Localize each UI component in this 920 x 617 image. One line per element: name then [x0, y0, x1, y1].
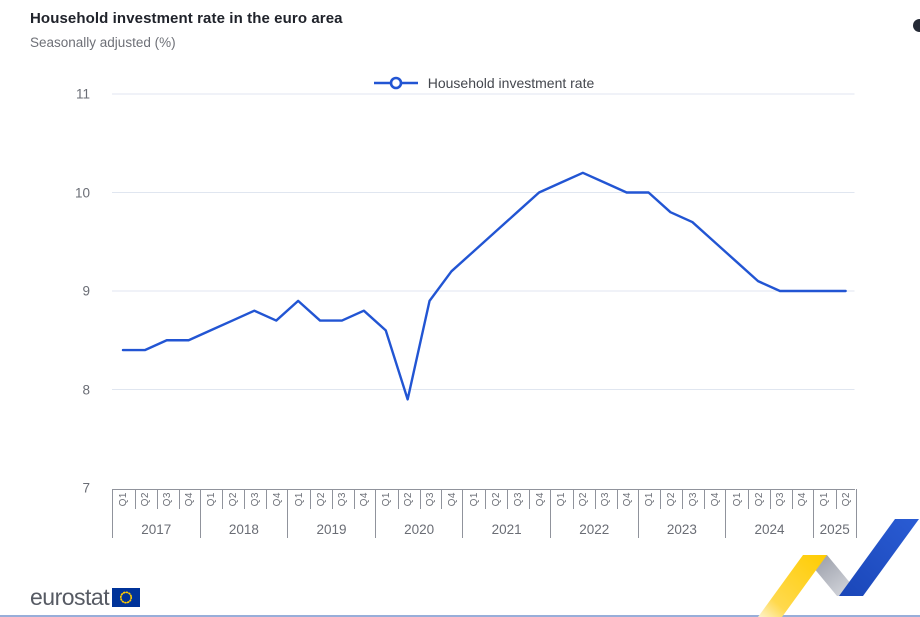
x-axis-year-group: Q1 Q2 Q3 Q4 2019: [287, 489, 375, 538]
x-axis-year-group: Q1 Q2 Q3 Q4 2017: [112, 489, 200, 538]
quarter-label: Q1: [556, 492, 568, 507]
quarter-label: Q3: [337, 492, 349, 507]
x-axis-line: [112, 489, 855, 490]
quarter-tick: [507, 489, 509, 509]
year-label: 2025: [819, 522, 850, 537]
quarter-label: Q3: [512, 492, 524, 507]
quarter-tick: [331, 489, 333, 509]
page-title: Household investment rate in the euro ar…: [30, 10, 343, 27]
quarter-label: Q4: [359, 492, 371, 507]
year-label: 2022: [579, 522, 610, 537]
y-tick-label: 9: [82, 283, 90, 299]
x-axis-year-group: Q1 Q2 2025: [812, 489, 857, 538]
quarter-label: Q3: [600, 492, 612, 507]
y-tick-label: 11: [75, 86, 90, 102]
series-line: [121, 171, 847, 401]
quarter-tick: [529, 489, 531, 509]
year-label: 2023: [666, 522, 697, 537]
year-label: 2021: [491, 522, 522, 537]
ribbon-yellow-band: [758, 555, 827, 617]
quarter-tick: [244, 489, 246, 509]
legend-marker-icon: [373, 76, 418, 90]
quarter-tick: [178, 489, 180, 509]
quarter-tick: [353, 489, 355, 509]
quarter-tick: [704, 489, 706, 509]
x-axis-year-group: Q1 Q2 Q3 Q4 2022: [550, 489, 638, 538]
quarter-label: Q3: [687, 492, 699, 507]
x-axis-year-group: Q1 Q2 Q3 Q4 2024: [725, 489, 813, 538]
quarter-label: Q1: [644, 492, 656, 507]
quarter-label: Q2: [227, 492, 239, 507]
x-axis-year-group: Q1 Q2 Q3 Q4 2018: [199, 489, 288, 538]
quarter-tick: [572, 489, 574, 509]
year-label: 2020: [404, 522, 435, 537]
quarter-label: Q4: [622, 492, 634, 507]
quarter-tick: [485, 489, 487, 509]
x-axis-year-group: Q1 Q2 Q3 Q4 2020: [374, 489, 463, 538]
y-tick-label: 7: [82, 480, 90, 496]
eurostat-logo: eurostat: [30, 584, 141, 611]
eurostat-logo-text: eurostat: [30, 584, 110, 610]
quarter-tick: [156, 489, 158, 509]
quarter-label: Q2: [578, 492, 590, 507]
quarter-tick: [310, 489, 312, 509]
quarter-label: Q1: [118, 492, 130, 507]
ribbon-blue-band: [839, 519, 919, 596]
quarter-tick: [419, 489, 421, 509]
quarter-tick: [222, 489, 224, 509]
legend-item[interactable]: Household investment rate: [112, 72, 855, 94]
x-axis-year-group: Q1 Q2 Q3 Q4 2021: [462, 489, 550, 538]
year-label: 2024: [754, 522, 785, 537]
eurostat-ribbon-decoration: [758, 519, 919, 617]
quarter-label: Q1: [381, 492, 393, 507]
quarter-label: Q4: [709, 492, 721, 507]
eu-flag-icon: [112, 588, 141, 607]
quarter-tick: [791, 489, 793, 509]
quarter-label: Q3: [249, 492, 261, 507]
quarter-tick: [682, 489, 684, 509]
chart-menu-icon[interactable]: [913, 19, 920, 32]
quarter-label: Q2: [403, 492, 415, 507]
quarter-label: Q1: [468, 492, 480, 507]
quarter-tick: [660, 489, 662, 509]
quarter-tick: [594, 489, 596, 509]
year-label: 2017: [141, 522, 172, 537]
quarter-tick: [769, 489, 771, 509]
quarter-tick: [835, 489, 837, 509]
year-label: 2018: [228, 522, 259, 537]
quarter-tick: [397, 489, 399, 509]
year-label: 2019: [316, 522, 347, 537]
quarter-label: Q2: [140, 492, 152, 507]
bottom-divider: [0, 615, 920, 617]
quarter-label: Q4: [271, 492, 283, 507]
chart-subtitle: Seasonally adjusted (%): [30, 35, 176, 50]
quarter-label: Q2: [315, 492, 327, 507]
quarter-tick: [441, 489, 443, 509]
x-axis-year-group: Q1 Q2 Q3 Q4 2023: [637, 489, 726, 538]
quarter-label: Q4: [446, 492, 458, 507]
quarter-label: Q4: [534, 492, 546, 507]
quarter-label: Q2: [490, 492, 502, 507]
quarter-label: Q4: [184, 492, 196, 507]
y-tick-label: 8: [82, 382, 90, 397]
legend-label: Household investment rate: [427, 75, 595, 91]
quarter-label: Q1: [206, 492, 218, 507]
quarter-tick: [134, 489, 136, 509]
quarter-label: Q3: [425, 492, 437, 507]
y-tick-label: 10: [74, 185, 90, 200]
quarter-label: Q3: [162, 492, 174, 507]
quarter-label: Q2: [665, 492, 677, 507]
quarter-tick: [266, 489, 268, 509]
quarter-tick: [616, 489, 618, 509]
quarter-label: Q1: [293, 492, 305, 507]
quarter-tick: [748, 489, 750, 509]
